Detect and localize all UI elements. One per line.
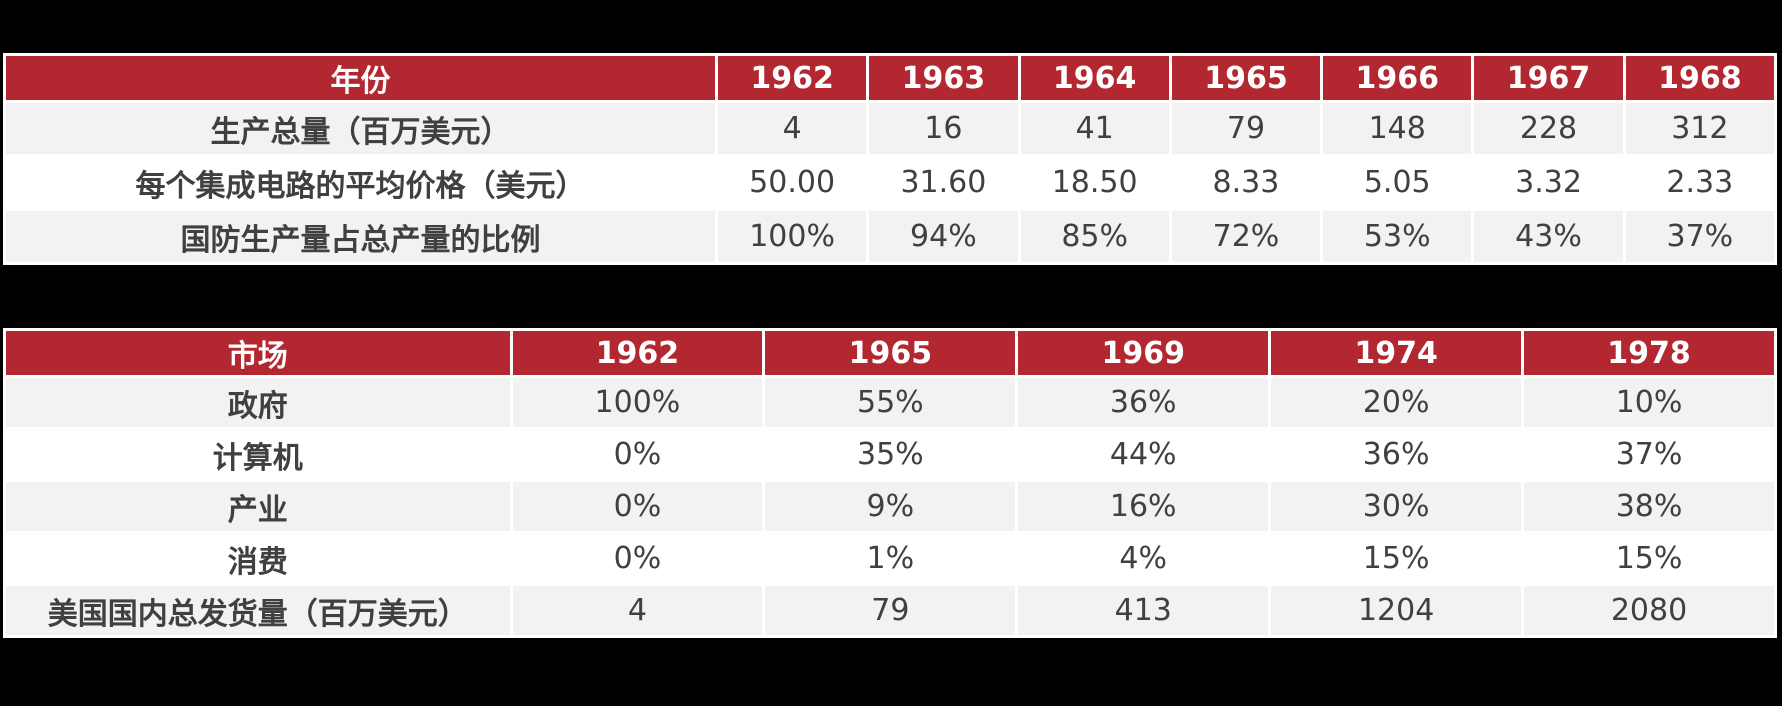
value-cell: 16% (1015, 479, 1272, 534)
year-header: 1963 (866, 53, 1021, 103)
row-label-cell: 每个集成电路的平均价格（美元） (3, 154, 718, 211)
year-header: 1962 (509, 328, 766, 378)
header-row: 市场 1962 1965 1969 1974 1978 (3, 328, 1777, 378)
value-cell: 50.00 (714, 154, 870, 211)
table-row: 每个集成电路的平均价格（美元） 50.00 31.60 18.50 8.33 5.05 3.… (3, 154, 1778, 211)
value-cell: 10% (1521, 375, 1777, 430)
table-row: 计算机 0% 35% 44% 36% 37% (3, 427, 1777, 482)
market-table: 市场 1962 1965 1969 1974 1978 政府 100% 55% 36% 20% 10%… (3, 328, 1777, 638)
value-cell: 413 (1015, 583, 1272, 638)
value-cell: 9% (762, 479, 1019, 534)
value-cell: 31.60 (866, 154, 1021, 211)
value-cell: 100% (509, 375, 766, 430)
row-label-cell: 产业 (3, 479, 513, 534)
year-header: 1965 (1168, 53, 1324, 103)
value-cell: 1204 (1268, 583, 1525, 638)
row-label-cell: 美国国内总发货量（百万美元） (3, 583, 513, 638)
value-cell: 79 (762, 583, 1019, 638)
value-cell: 1% (762, 531, 1019, 586)
value-cell: 41 (1017, 100, 1172, 157)
table-row: 美国国内总发货量（百万美元） 4 79 413 1204 2080 (3, 583, 1777, 638)
year-header: 1964 (1017, 53, 1172, 103)
value-cell: 312 (1622, 100, 1778, 157)
year-header: 1967 (1471, 53, 1626, 103)
value-cell: 15% (1268, 531, 1525, 586)
value-cell: 38% (1521, 479, 1777, 534)
table-row: 消费 0% 1% 4% 15% 15% (3, 531, 1777, 586)
value-cell: 2080 (1521, 583, 1777, 638)
value-cell: 30% (1268, 479, 1525, 534)
table-row: 产业 0% 9% 16% 30% 38% (3, 479, 1777, 534)
value-cell: 15% (1521, 531, 1777, 586)
value-cell: 36% (1015, 375, 1272, 430)
year-header: 1974 (1268, 328, 1525, 378)
value-cell: 228 (1471, 100, 1626, 157)
row-label-header: 市场 (3, 328, 513, 378)
value-cell: 55% (762, 375, 1019, 430)
row-label-cell: 生产总量（百万美元） (3, 100, 718, 157)
value-cell: 53% (1320, 208, 1475, 265)
year-header: 1962 (714, 53, 870, 103)
value-cell: 5.05 (1320, 154, 1475, 211)
table-row: 政府 100% 55% 36% 20% 10% (3, 375, 1777, 430)
value-cell: 3.32 (1471, 154, 1626, 211)
year-header: 1965 (762, 328, 1019, 378)
value-cell: 43% (1471, 208, 1626, 265)
value-cell: 37% (1622, 208, 1778, 265)
row-label-header: 年份 (3, 53, 718, 103)
row-label-cell: 计算机 (3, 427, 513, 482)
value-cell: 44% (1015, 427, 1272, 482)
header-row: 年份 1962 1963 1964 1965 1966 1967 1968 (3, 53, 1778, 103)
value-cell: 94% (866, 208, 1021, 265)
value-cell: 79 (1168, 100, 1324, 157)
year-header: 1978 (1521, 328, 1777, 378)
row-label-cell: 国防生产量占总产量的比例 (3, 208, 718, 265)
value-cell: 20% (1268, 375, 1525, 430)
value-cell: 100% (714, 208, 870, 265)
year-header: 1969 (1015, 328, 1272, 378)
value-cell: 18.50 (1017, 154, 1172, 211)
production-table-card: 年份 1962 1963 1964 1965 1966 1967 1968 生产总量（百万美元）… (3, 53, 1778, 265)
value-cell: 2.33 (1622, 154, 1778, 211)
value-cell: 85% (1017, 208, 1172, 265)
value-cell: 4% (1015, 531, 1272, 586)
market-table-card: 市场 1962 1965 1969 1974 1978 政府 100% 55% 36% 20% 10%… (3, 328, 1777, 638)
row-label-cell: 消费 (3, 531, 513, 586)
value-cell: 0% (509, 427, 766, 482)
year-header: 1966 (1320, 53, 1475, 103)
year-header: 1968 (1622, 53, 1778, 103)
value-cell: 148 (1320, 100, 1475, 157)
value-cell: 37% (1521, 427, 1777, 482)
value-cell: 36% (1268, 427, 1525, 482)
value-cell: 72% (1168, 208, 1324, 265)
production-table: 年份 1962 1963 1964 1965 1966 1967 1968 生产总量（百万美元）… (3, 53, 1778, 265)
value-cell: 8.33 (1168, 154, 1324, 211)
value-cell: 0% (509, 479, 766, 534)
value-cell: 4 (714, 100, 870, 157)
table-row: 国防生产量占总产量的比例 100% 94% 85% 72% 53% 43% 37% (3, 208, 1778, 265)
row-label-cell: 政府 (3, 375, 513, 430)
table-row: 生产总量（百万美元） 4 16 41 79 148 228 312 (3, 100, 1778, 157)
value-cell: 16 (866, 100, 1021, 157)
value-cell: 35% (762, 427, 1019, 482)
value-cell: 4 (509, 583, 766, 638)
value-cell: 0% (509, 531, 766, 586)
